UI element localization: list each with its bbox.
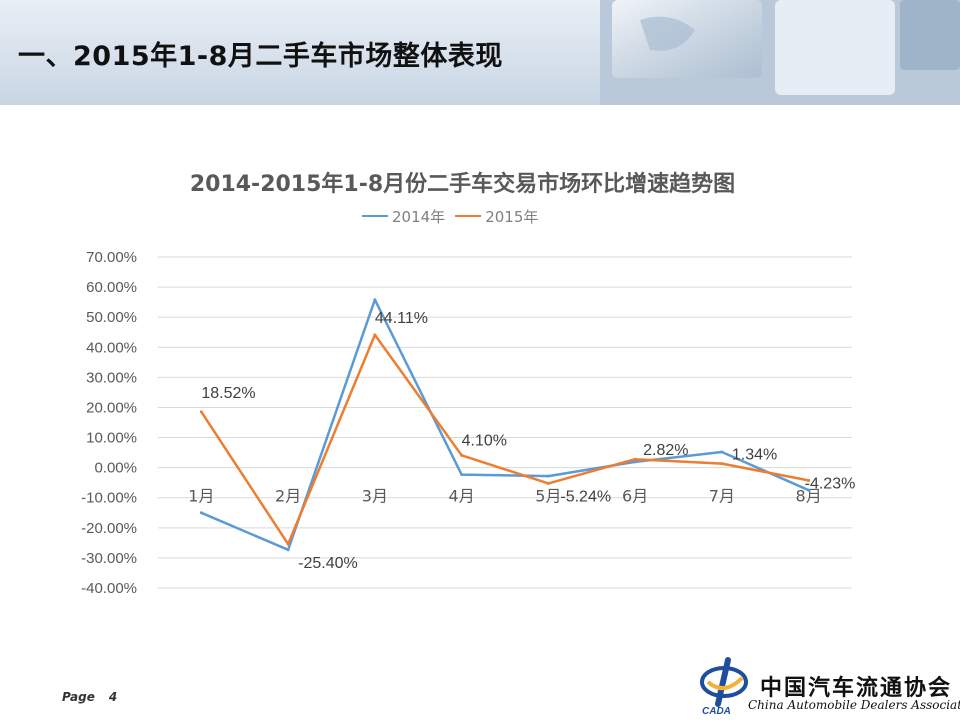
x-category-label: 3月 [362, 487, 388, 506]
chart-title: 2014-2015年1-8月份二手车交易市场环比增速趋势图 [189, 172, 736, 197]
slide-header: 一、2015年1-8月二手车市场整体表现 [0, 0, 960, 105]
series-line-2014 [200, 298, 810, 552]
data-point [546, 474, 550, 478]
data-point [720, 462, 724, 466]
chart-legend: 2014年 2015年 [362, 206, 538, 226]
data-point [286, 548, 290, 552]
x-category-label: 6月 [622, 487, 648, 506]
header-decoration-image [600, 0, 960, 105]
data-label: 1.34% [732, 447, 777, 464]
data-label: 44.11% [375, 310, 428, 327]
legend-item-2015: 2015年 [455, 206, 538, 227]
y-tick-label: -10.00% [81, 490, 137, 507]
data-point [199, 410, 203, 414]
data-point [807, 488, 811, 492]
legend-item-2014: 2014年 [362, 206, 445, 227]
data-point [460, 473, 464, 477]
x-category-label: 2月 [275, 487, 301, 506]
x-category-label: 4月 [449, 487, 475, 506]
page-label: Page [62, 690, 95, 704]
legend-swatch-2014 [362, 215, 388, 217]
x-category-label: 8月 [796, 487, 822, 506]
data-point [807, 478, 811, 482]
legend-label-2015: 2015年 [485, 207, 539, 226]
data-point [199, 511, 203, 515]
page-number: 4 [108, 690, 118, 704]
data-label: 2.82% [643, 442, 688, 459]
data-label: -4.23% [805, 475, 856, 492]
data-point [373, 298, 377, 302]
logo-mark-text: CADA [702, 706, 731, 716]
y-tick-label: 70.00% [86, 249, 137, 266]
y-tick-label: 40.00% [86, 339, 137, 356]
data-point [546, 481, 550, 485]
data-point [286, 542, 290, 546]
page-indicator: Page 4 [62, 690, 117, 704]
x-category-label: 1月 [188, 487, 214, 506]
data-label: -5.24% [560, 488, 611, 505]
data-point [373, 333, 377, 337]
data-label: 18.52% [201, 385, 255, 402]
y-tick-label: 30.00% [86, 369, 137, 386]
x-category-label: 5月 [535, 487, 561, 506]
data-point [460, 453, 464, 457]
legend-swatch-2015 [455, 215, 482, 217]
cada-logo: CADA 中国汽车流通协会 China Automobile Dealers A… [698, 656, 960, 717]
x-category-label: 7月 [709, 487, 735, 506]
y-tick-label: -30.00% [81, 550, 137, 567]
slide-title: 一、2015年1-8月二手车市场整体表现 [18, 41, 503, 72]
logo-name-en: China Automobile Dealers Association [748, 698, 960, 712]
data-point [633, 460, 637, 464]
cada-logo-mark: CADA [700, 657, 748, 717]
y-tick-label: 10.00% [86, 430, 137, 447]
logo-name-cn: 中国汽车流通协会 [760, 676, 953, 701]
data-label: 4.10% [462, 432, 507, 449]
y-tick-label: -20.00% [81, 520, 137, 537]
y-tick-label: -40.00% [81, 580, 137, 597]
y-tick-label: 60.00% [86, 279, 137, 296]
y-tick-label: 50.00% [86, 309, 137, 326]
data-point [720, 450, 724, 454]
y-tick-label: 0.00% [94, 460, 137, 477]
legend-label-2014: 2014年 [392, 207, 446, 226]
data-label: -25.40% [298, 555, 358, 572]
data-point [633, 457, 637, 461]
series-line-2015 [200, 333, 809, 546]
y-tick-label: 20.00% [86, 399, 137, 416]
